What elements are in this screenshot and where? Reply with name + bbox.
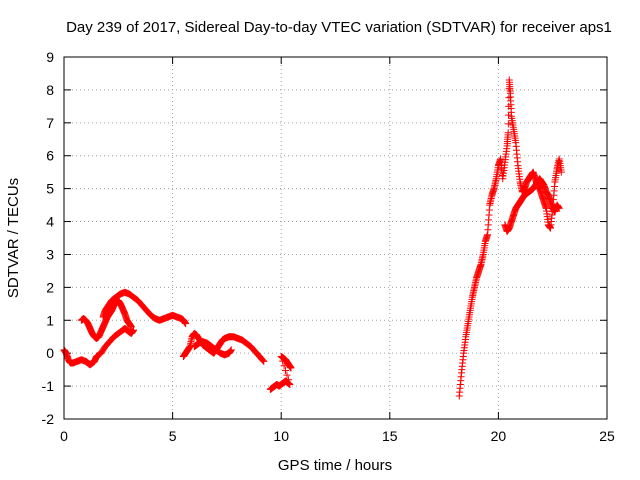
series-4: [179, 329, 268, 365]
y-tick-label: 7: [46, 115, 54, 131]
y-tick-label: -1: [42, 378, 55, 394]
series-3: [99, 288, 190, 328]
data-point: [504, 129, 512, 137]
data-point: [127, 323, 135, 331]
grid-lines: [64, 57, 607, 419]
series-1: [60, 325, 138, 369]
data-point: [504, 120, 512, 128]
plot-border: [63, 56, 608, 420]
data-point: [258, 356, 266, 364]
series-6: [266, 352, 295, 393]
y-tick-label: 3: [46, 246, 54, 262]
chart-title: Day 239 of 2017, Sidereal Day-to-day VTE…: [66, 19, 612, 36]
data-point: [555, 204, 563, 212]
y-tick-label: 2: [46, 279, 54, 295]
data-points: [60, 76, 565, 400]
data-point: [287, 364, 295, 372]
series-2: [77, 297, 135, 342]
data-point: [260, 357, 268, 365]
y-tick-label: 4: [46, 214, 54, 230]
data-point: [227, 346, 235, 354]
x-tick-label: 20: [491, 428, 507, 444]
series-5: [190, 338, 235, 359]
x-tick-label: 15: [382, 428, 398, 444]
y-tick-label: 5: [46, 181, 54, 197]
data-point: [284, 376, 292, 384]
data-point: [286, 380, 294, 388]
x-axis-label: GPS time / hours: [278, 457, 392, 474]
series-7: [455, 76, 565, 400]
x-tick-label: 0: [60, 428, 68, 444]
data-point: [557, 168, 565, 176]
x-tick-label: 10: [273, 428, 289, 444]
series-8: [501, 175, 563, 235]
data-point: [505, 94, 513, 102]
data-point: [283, 371, 291, 379]
x-axis-ticks: 0 5 10 15 20 25: [60, 57, 615, 444]
y-tick-label: 9: [46, 49, 54, 65]
y-tick-label: 6: [46, 148, 54, 164]
x-tick-label: 25: [599, 428, 615, 444]
data-point: [259, 357, 267, 365]
data-point: [282, 366, 290, 374]
data-point: [182, 320, 190, 328]
y-tick-label: 1: [46, 312, 54, 328]
y-axis-ticks: -2 -1 0 1 2 3 4 5 6 7 8 9: [42, 49, 607, 427]
x-tick-label: 5: [169, 428, 177, 444]
y-tick-label: 8: [46, 82, 54, 98]
y-tick-label: 0: [46, 345, 54, 361]
y-tick-label: -2: [42, 411, 55, 427]
y-axis-label: SDTVAR / TECUs: [5, 178, 22, 298]
